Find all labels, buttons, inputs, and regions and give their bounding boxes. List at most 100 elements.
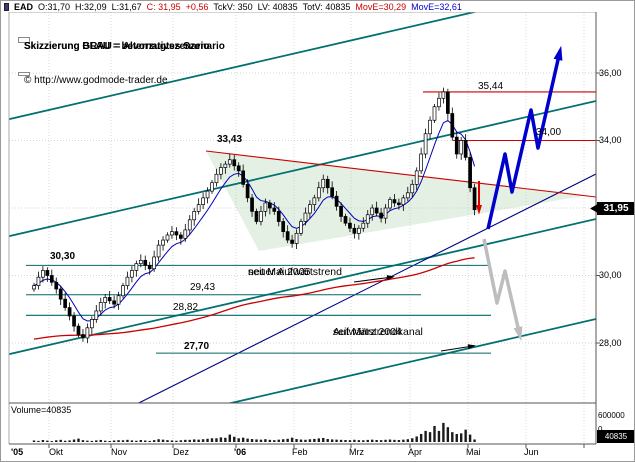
volume-bar [424,430,427,442]
volume-bar [46,440,49,442]
symbol-label: EAD [14,1,34,12]
candle [116,295,121,305]
low-value: L:31,67 [111,1,142,12]
candle [156,244,161,258]
candle [446,91,450,114]
high-value: H:32,09 [75,1,107,12]
volume-bar [419,433,423,442]
volume-bar [473,439,476,442]
volume-bar [379,440,383,442]
volume-bar [77,438,80,442]
price-pane [9,12,596,403]
candle [263,202,268,212]
volume-bar [393,439,396,442]
instrument-icon [4,2,9,11]
candle [147,265,152,270]
candle [357,227,361,234]
candle [432,106,437,121]
candle [339,205,343,217]
volume-bar [206,438,209,442]
candle [383,207,388,219]
volume-bar [184,439,187,442]
volume-bar [37,440,40,442]
mov-e-blue-value: MovE=32,61 [411,1,462,12]
volume-bar [402,439,405,442]
candle [170,231,174,236]
volume-bar [148,440,151,442]
candle [107,297,112,302]
volume-bar [193,439,196,442]
volume-bar [384,439,387,442]
blue-scenario-arrow [486,50,562,230]
ma-slow-line [33,257,475,340]
candle [76,325,81,335]
candle [468,157,472,189]
volume-bar [126,439,129,442]
candle [361,222,366,229]
volume-bar [259,439,263,442]
annotation-pointer-arrow-head [386,275,395,281]
candle [316,187,321,199]
candle [290,239,294,244]
candle [285,231,290,241]
candle [219,167,223,175]
volume-bar [139,440,142,442]
candle [236,165,241,172]
volume-pane [32,422,476,442]
candle [98,302,103,312]
candle [423,133,428,155]
candle [103,297,108,303]
volume-bar [366,439,369,442]
volume-bar [335,439,338,442]
candle [36,276,41,286]
candle [397,202,401,205]
ma-fast-line [33,119,476,322]
candle [134,263,139,271]
candle [388,199,392,209]
candle [241,170,245,185]
volume-bar [152,440,156,442]
candle [58,288,63,300]
volume-bar [210,438,214,442]
volume-bar [228,434,231,442]
volume-bar [68,440,71,442]
volume-bar [144,440,147,442]
volume-bar [348,440,352,442]
volume-bar [241,437,245,442]
volume-bar [179,440,183,442]
candle [374,207,379,214]
volume-bar [99,439,102,442]
volume-bar [313,438,316,442]
candle [303,212,308,222]
last-volume-value: LV: 40835 [257,1,298,12]
volume-bar [246,438,249,442]
candle [410,184,415,194]
candle [179,234,183,239]
candle [437,97,441,108]
candle [227,159,232,165]
candle [268,202,272,209]
candle [392,199,397,204]
close-value: C: 31,95 [146,1,181,12]
candle [138,259,143,265]
candle [379,212,383,219]
volume-bar [104,440,107,442]
candle [67,307,72,317]
volume-bar [32,440,36,442]
annotation-pointer-arrow [440,345,474,352]
candle [250,197,254,212]
candle [370,207,375,216]
open-value: O:31,70 [38,1,71,12]
volume-bar [442,422,445,442]
volume-bar [397,440,401,442]
candle [472,187,477,211]
volume-bar [464,429,467,442]
candle [161,239,165,246]
change-value: +0,56 [185,1,209,12]
candle [187,219,192,231]
volume-bar [362,440,365,442]
candle [192,211,197,221]
volume-bar [197,439,200,442]
